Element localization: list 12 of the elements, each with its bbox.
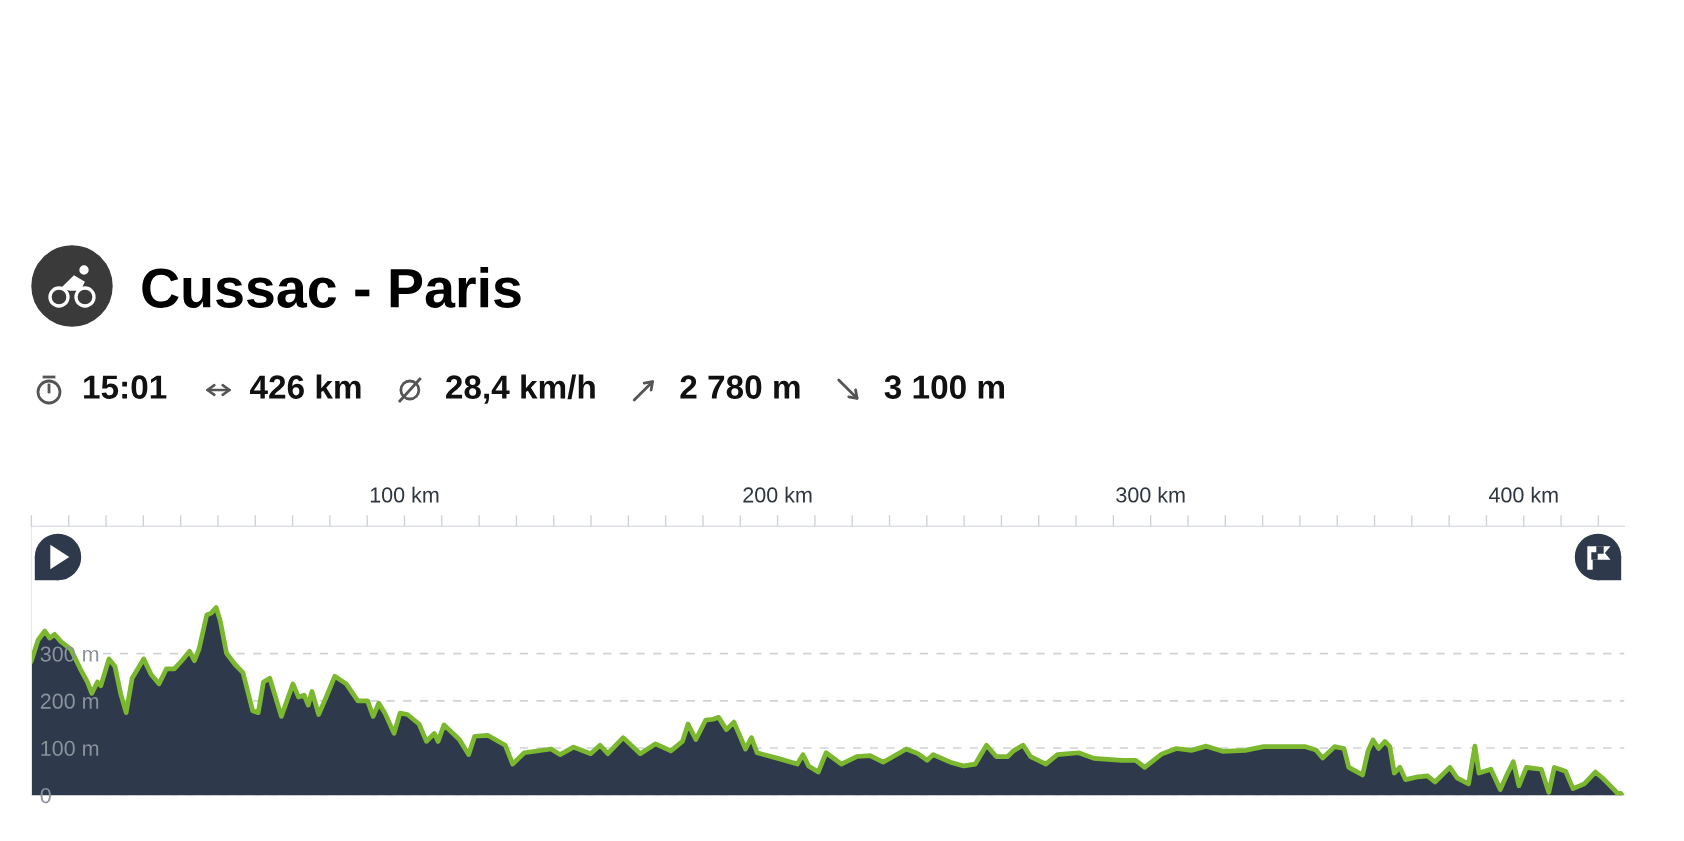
text: 426 km xyxy=(250,374,361,399)
text: 15:01 xyxy=(84,375,167,399)
text: 3 100 m xyxy=(884,375,1004,399)
y-tick-label: 200 m xyxy=(40,693,99,709)
chart-title: Cussac - Paris xyxy=(142,267,521,308)
text: 28,4 km/h xyxy=(446,374,595,404)
x-tick-label: 200 km xyxy=(743,486,812,503)
x-tick-label: 400 km xyxy=(1488,486,1558,503)
x-tick-label: 100 km xyxy=(370,486,439,503)
x-tick-label: 300 km xyxy=(1116,486,1185,503)
text: 2 780 m xyxy=(680,375,800,399)
y-tick-label: 100 m xyxy=(41,740,99,757)
